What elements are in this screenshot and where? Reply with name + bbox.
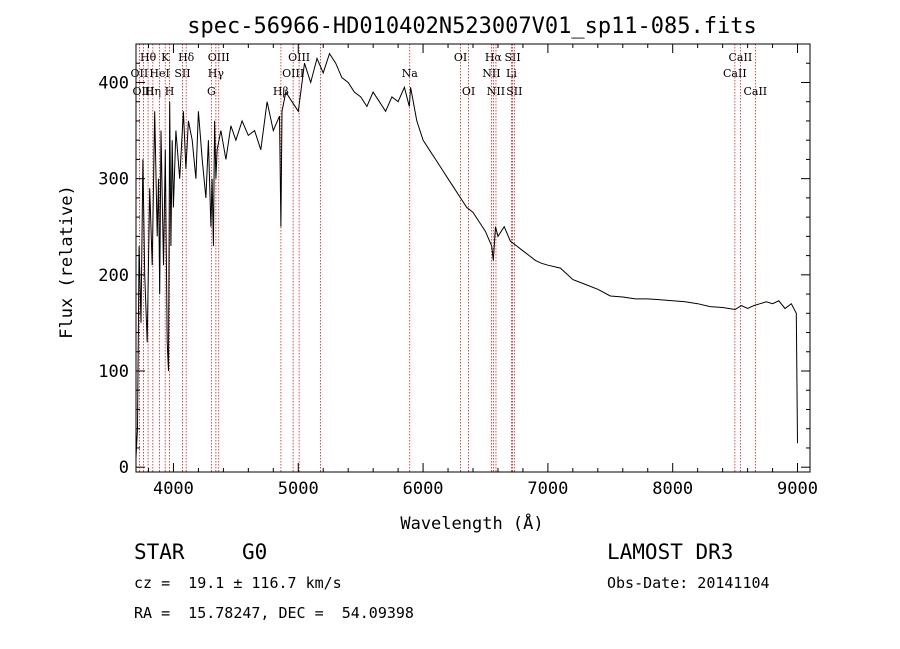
x-tick-label: 8000 bbox=[652, 479, 693, 499]
line-marker-label: OIII bbox=[208, 51, 230, 64]
line-marker-label: Na bbox=[402, 67, 419, 80]
y-tick-label: 200 bbox=[98, 266, 129, 286]
y-tick-label: 100 bbox=[98, 362, 129, 382]
y-tick-label: 400 bbox=[98, 73, 129, 93]
redshift-text: cz = 19.1 ± 116.7 km/s bbox=[134, 574, 342, 592]
obs-date: Obs-Date: 20141104 bbox=[607, 574, 770, 592]
line-marker-label: Hα bbox=[485, 51, 503, 64]
line-marker-label: NII bbox=[482, 67, 500, 80]
chart-title: spec-56966-HD010402N523007V01_sp11-085.f… bbox=[187, 14, 757, 39]
line-marker-label: HeI bbox=[149, 67, 169, 80]
x-tick-label: 4000 bbox=[153, 479, 194, 499]
line-marker-label: Hθ bbox=[140, 51, 157, 64]
line-marker-label: Hγ bbox=[208, 67, 225, 80]
line-marker-label: CaII bbox=[723, 67, 747, 80]
x-tick-label: 6000 bbox=[403, 479, 444, 499]
line-marker-label: Hη bbox=[145, 85, 161, 98]
line-marker-label: G bbox=[207, 85, 216, 98]
line-marker-label: CaII bbox=[743, 85, 767, 98]
y-axis-label: Flux (relative) bbox=[57, 185, 77, 339]
object-class: STAR bbox=[134, 540, 185, 564]
line-marker-label: H bbox=[165, 85, 175, 98]
spectrum-series-line bbox=[135, 52, 798, 458]
line-marker-label: K bbox=[161, 51, 170, 64]
line-marker-label: NII bbox=[487, 85, 505, 98]
x-tick-label: 7000 bbox=[527, 479, 568, 499]
spectrum-chart: spec-56966-HD010402N523007V01_sp11-085.f… bbox=[57, 14, 818, 534]
survey-name: LAMOST DR3 bbox=[607, 540, 734, 564]
object-subclass: G0 bbox=[242, 540, 268, 564]
line-marker-label: OII bbox=[131, 67, 149, 80]
line-marker-label: OIII bbox=[288, 51, 310, 64]
x-tick-label: 5000 bbox=[278, 479, 319, 499]
x-tick-label: 9000 bbox=[777, 479, 818, 499]
x-axis-label: Wavelength (Å) bbox=[400, 512, 543, 534]
line-marker-label: OI bbox=[462, 85, 475, 98]
line-marker-label: CaII bbox=[729, 51, 753, 64]
line-marker-label: Hβ bbox=[273, 85, 289, 98]
line-marker-label: OIII bbox=[132, 85, 154, 98]
line-marker-label: Hδ bbox=[178, 51, 195, 64]
coordinates: RA = 15.78247, DEC = 54.09398 bbox=[134, 604, 414, 622]
line-marker-label: OI bbox=[454, 51, 467, 64]
line-marker-label: SII bbox=[174, 67, 190, 80]
y-tick-label: 300 bbox=[98, 170, 129, 190]
plot-frame bbox=[135, 43, 811, 473]
line-marker-label: OIII bbox=[282, 67, 304, 80]
axis-ticks: 4000 5000 6000 7000 8000 9000 0 100 200 300 400 bbox=[98, 44, 818, 499]
line-marker-label: SII bbox=[504, 51, 520, 64]
y-tick-label: 0 bbox=[119, 458, 129, 478]
line-marker-label: SII bbox=[506, 85, 522, 98]
line-marker-label: Li bbox=[506, 67, 517, 80]
